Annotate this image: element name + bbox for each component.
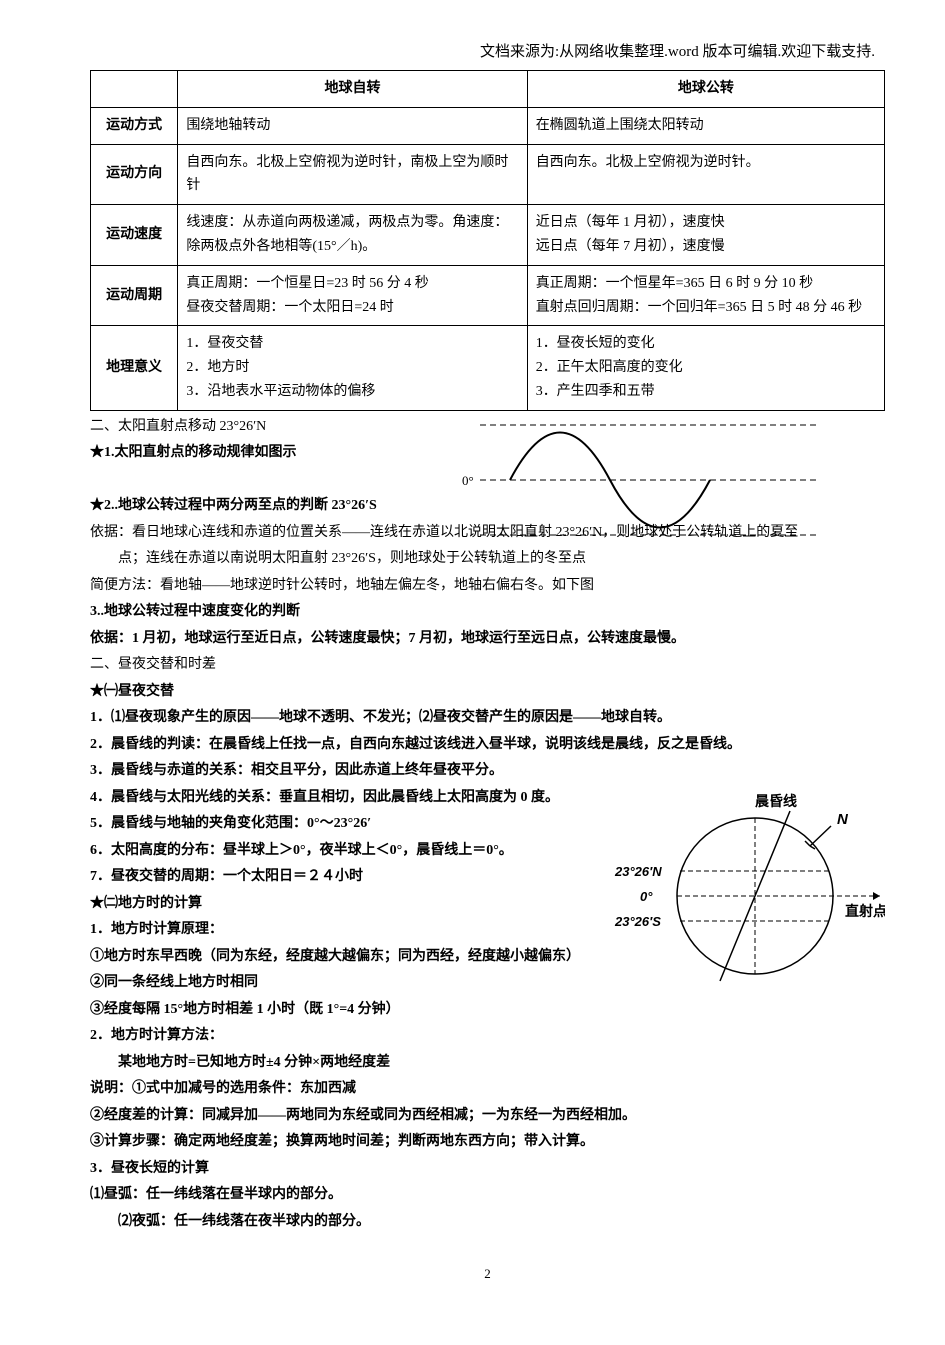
body-line: 说明：①式中加减号的选用条件：东加西减 [90, 1077, 885, 1102]
cell-revolution: 1．昼夜长短的变化2．正午太阳高度的变化3．产生四季和五带 [527, 326, 884, 410]
body-line: 3．晨昏线与赤道的关系：相交且平分，因此赤道上终年昼夜平分。 [90, 759, 885, 784]
cell-rotation: 线速度：从赤道向两极递减，两极点为零。角速度：除两极点外各地相等(15°／h)。 [178, 205, 527, 266]
table-row: 运动速度线速度：从赤道向两极递减，两极点为零。角速度：除两极点外各地相等(15°… [91, 205, 885, 266]
cell-revolution: 在椭圆轨道上围绕太阳转动 [527, 107, 884, 144]
cell-rotation: 自西向东。北极上空俯视为逆时针，南极上空为顺时针 [178, 144, 527, 205]
body-line: 简便方法：看地轴——地球逆时针公转时，地轴左偏左冬，地轴右偏右冬。如下图 [90, 574, 885, 599]
page-number: 2 [90, 1264, 885, 1285]
body-line: 2．地方时计算方法： [90, 1024, 885, 1049]
table-row: 运动方式围绕地轴转动在椭圆轨道上围绕太阳转动 [91, 107, 885, 144]
body-line: 二、昼夜交替和时差 [90, 653, 885, 678]
sine-diagram: 0° [450, 415, 830, 545]
row-label: 运动速度 [91, 205, 178, 266]
cell-rotation: 真正周期：一个恒星日=23 时 56 分 4 秒昼夜交替周期：一个太阳日=24 … [178, 265, 527, 326]
svg-text:23°26′S: 23°26′S [614, 914, 661, 929]
cell-rotation: 围绕地轴转动 [178, 107, 527, 144]
body-line: 点；连线在赤道以南说明太阳直射 23°26′S，则地球处于公转轨道上的冬至点 [90, 547, 885, 572]
th-rotation: 地球自转 [178, 71, 527, 108]
table-row: 地理意义1．昼夜交替2．地方时3．沿地表水平运动物体的偏移1．昼夜长短的变化2．… [91, 326, 885, 410]
svg-text:0°: 0° [640, 889, 653, 904]
body-line: 2．晨昏线的判读：在晨昏线上任找一点，自西向东越过该线进入昼半球，说明该线是晨线… [90, 733, 885, 758]
svg-text:晨昏线: 晨昏线 [755, 793, 797, 809]
table-body: 运动方式围绕地轴转动在椭圆轨道上围绕太阳转动运动方向自西向东。北极上空俯视为逆时… [91, 107, 885, 410]
table-row: 运动方向自西向东。北极上空俯视为逆时针，南极上空为顺时针自西向东。北极上空俯视为… [91, 144, 885, 205]
cell-revolution: 近日点（每年 1 月初），速度快远日点（每年 7 月初），速度慢 [527, 205, 884, 266]
th-blank [91, 71, 178, 108]
svg-text:直射点: 直射点 [845, 903, 885, 919]
row-label: 运动方式 [91, 107, 178, 144]
body-line: 1．⑴昼夜现象产生的原因——地球不透明、不发光；⑵昼夜交替产生的原因是——地球自… [90, 706, 885, 731]
table-row: 运动周期真正周期：一个恒星日=23 时 56 分 4 秒昼夜交替周期：一个太阳日… [91, 265, 885, 326]
cell-rotation: 1．昼夜交替2．地方时3．沿地表水平运动物体的偏移 [178, 326, 527, 410]
body-line: ⑵夜弧：任一纬线落在夜半球内的部分。 [90, 1210, 885, 1235]
body-line: 3..地球公转过程中速度变化的判断 [90, 600, 885, 625]
body-line: 3．昼夜长短的计算 [90, 1157, 885, 1182]
row-label: 运动周期 [91, 265, 178, 326]
cell-revolution: 真正周期：一个恒星年=365 日 6 时 9 分 10 秒直射点回归周期：一个回… [527, 265, 884, 326]
comparison-table: 地球自转 地球公转 运动方式围绕地轴转动在椭圆轨道上围绕太阳转动运动方向自西向东… [90, 70, 885, 411]
svg-text:23°26′N: 23°26′N [614, 864, 662, 879]
circle-diagram: 23°26′N 0° 23°26′S 晨昏线 N 直射点 [605, 786, 885, 1006]
body-line: 依据：1 月初，地球运行至近日点，公转速度最快；7 月初，地球运行至远日点，公转… [90, 627, 885, 652]
body-line: ⑴昼弧：任一纬线落在昼半球内的部分。 [90, 1183, 885, 1208]
svg-text:N: N [837, 811, 849, 828]
header-note: 文档来源为:从网络收集整理.word 版本可编辑.欢迎下载支持. [90, 40, 885, 64]
body-line: 某地地方时=已知地方时±4 分钟×两地经度差 [90, 1051, 885, 1076]
row-label: 运动方向 [91, 144, 178, 205]
cell-revolution: 自西向东。北极上空俯视为逆时针。 [527, 144, 884, 205]
th-revolution: 地球公转 [527, 71, 884, 108]
body-line: ③计算步骤：确定两地经度差；换算两地时间差；判断两地东西方向；带入计算。 [90, 1130, 885, 1155]
sine-mid-label: 0° [462, 473, 474, 488]
body-line: ②经度差的计算：同减异加——两地同为东经或同为西经相减；一为东经一为西经相加。 [90, 1104, 885, 1129]
row-label: 地理意义 [91, 326, 178, 410]
body-line: ★㈠昼夜交替 [90, 680, 885, 705]
content-area: 0° 二、太阳直射点移动 23°26′N★1.太阳直射点的移动规律如图示 ★2.… [90, 415, 885, 1235]
